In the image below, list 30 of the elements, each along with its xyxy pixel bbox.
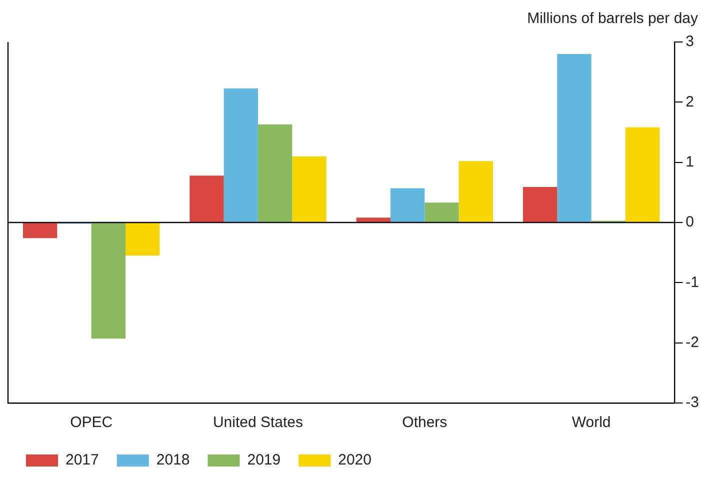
bar (190, 176, 224, 222)
legend-label: 2019 (247, 452, 281, 469)
y-tick-label: 3 (686, 33, 694, 50)
y-tick-label: 2 (686, 93, 694, 110)
legend-label: 2020 (338, 452, 372, 469)
bar (390, 188, 425, 222)
y-tick-label: -3 (686, 394, 700, 412)
bar (557, 54, 592, 222)
y-tick-label: 1 (686, 153, 694, 170)
y-axis-title: Millions of barrels per day (527, 10, 698, 27)
x-tick-label: United States (212, 414, 304, 432)
bar (458, 161, 493, 222)
legend-label: 2018 (156, 452, 190, 469)
y-tick-label: -2 (686, 334, 700, 351)
x-tick-label: OPEC (70, 414, 113, 432)
x-tick-label: Others (402, 414, 448, 432)
bar (356, 218, 390, 222)
y-tick-label: 0 (686, 214, 694, 231)
y-tick-label: -1 (686, 274, 700, 291)
bar (522, 187, 558, 222)
bar (23, 223, 58, 238)
bar (424, 202, 459, 222)
bar (224, 88, 258, 222)
bar (292, 156, 326, 222)
x-tick-label: World (572, 414, 611, 432)
legend-label: 2017 (66, 452, 99, 469)
bar (625, 127, 660, 222)
bar (91, 223, 126, 339)
bar (258, 124, 292, 222)
bar (126, 223, 160, 256)
